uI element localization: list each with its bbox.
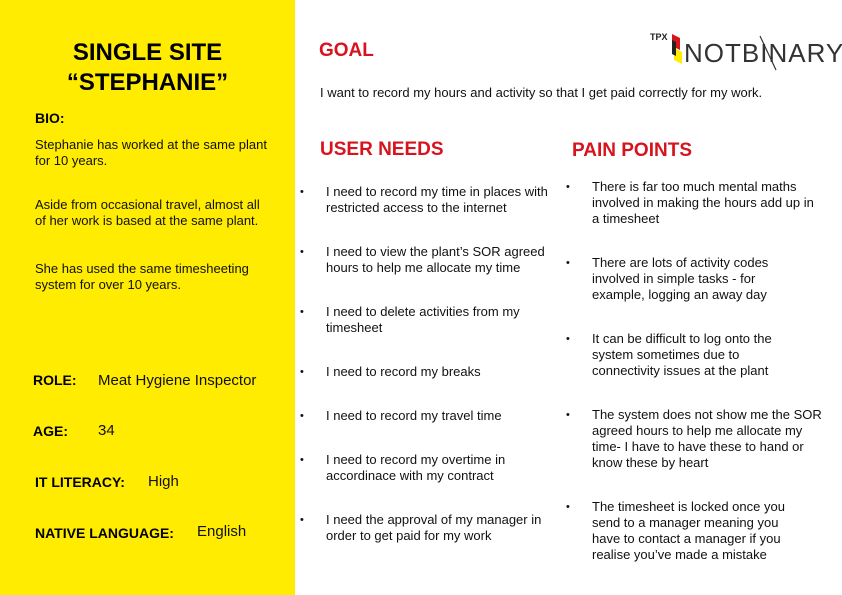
user-need-item: • I need to view the plant’s SOR agreed h…	[300, 244, 545, 275]
bio-label: BIO:	[35, 110, 65, 126]
pain-point-item: • There is far too much mental maths invo…	[566, 179, 814, 226]
notbinary-logo: TPX NOTBINARY	[650, 30, 842, 72]
user-need-item: • I need to record my time in places with…	[300, 184, 548, 215]
bio-paragraph-1: Stephanie has worked at the same plant f…	[35, 137, 267, 168]
persona-title-line2: “STEPHANIE”	[66, 69, 229, 96]
persona-panel	[0, 0, 295, 595]
persona-title-line1: SINGLE SITE	[72, 39, 223, 66]
role-label: ROLE:	[33, 372, 77, 388]
goal-heading: GOAL	[319, 40, 374, 61]
bio-paragraph-3: She has used the same timesheeting syste…	[35, 261, 249, 292]
pain-point-item: • The timesheet is locked once you send t…	[566, 499, 785, 562]
it-literacy-label: IT LITERACY:	[35, 474, 125, 490]
native-language-value: English	[197, 523, 247, 540]
bio-paragraph-2: Aside from occasional travel, almost all…	[35, 197, 260, 228]
logo-small-text: TPX	[650, 32, 668, 42]
age-value: 34	[98, 422, 115, 439]
it-literacy-value: High	[148, 473, 179, 490]
user-need-item: • I need to record my overtime in accordi…	[300, 452, 506, 483]
pain-points-heading: PAIN POINTS	[572, 140, 692, 161]
user-need-item: • I need to record my breaks	[300, 364, 481, 379]
logo-slash-icon	[759, 35, 777, 71]
goal-text: I want to record my hours and activity s…	[320, 85, 763, 100]
pain-point-item: • The system does not show me the SOR agr…	[566, 407, 822, 470]
age-label: AGE:	[33, 423, 68, 439]
user-need-item: • I need to delete activities from my tim…	[300, 304, 520, 335]
native-language-label: NATIVE LANGUAGE:	[35, 525, 174, 541]
role-value: Meat Hygiene Inspector	[98, 372, 257, 389]
logo-mark-icon	[672, 34, 682, 64]
user-need-item: • I need the approval of my manager in or…	[300, 512, 542, 543]
user-need-item: • I need to record my travel time	[300, 408, 502, 423]
user-needs-heading: USER NEEDS	[320, 139, 444, 160]
pain-point-item: • There are lots of activity codes involv…	[566, 255, 769, 302]
pain-point-item: • It can be difficult to log onto the sys…	[566, 331, 772, 378]
